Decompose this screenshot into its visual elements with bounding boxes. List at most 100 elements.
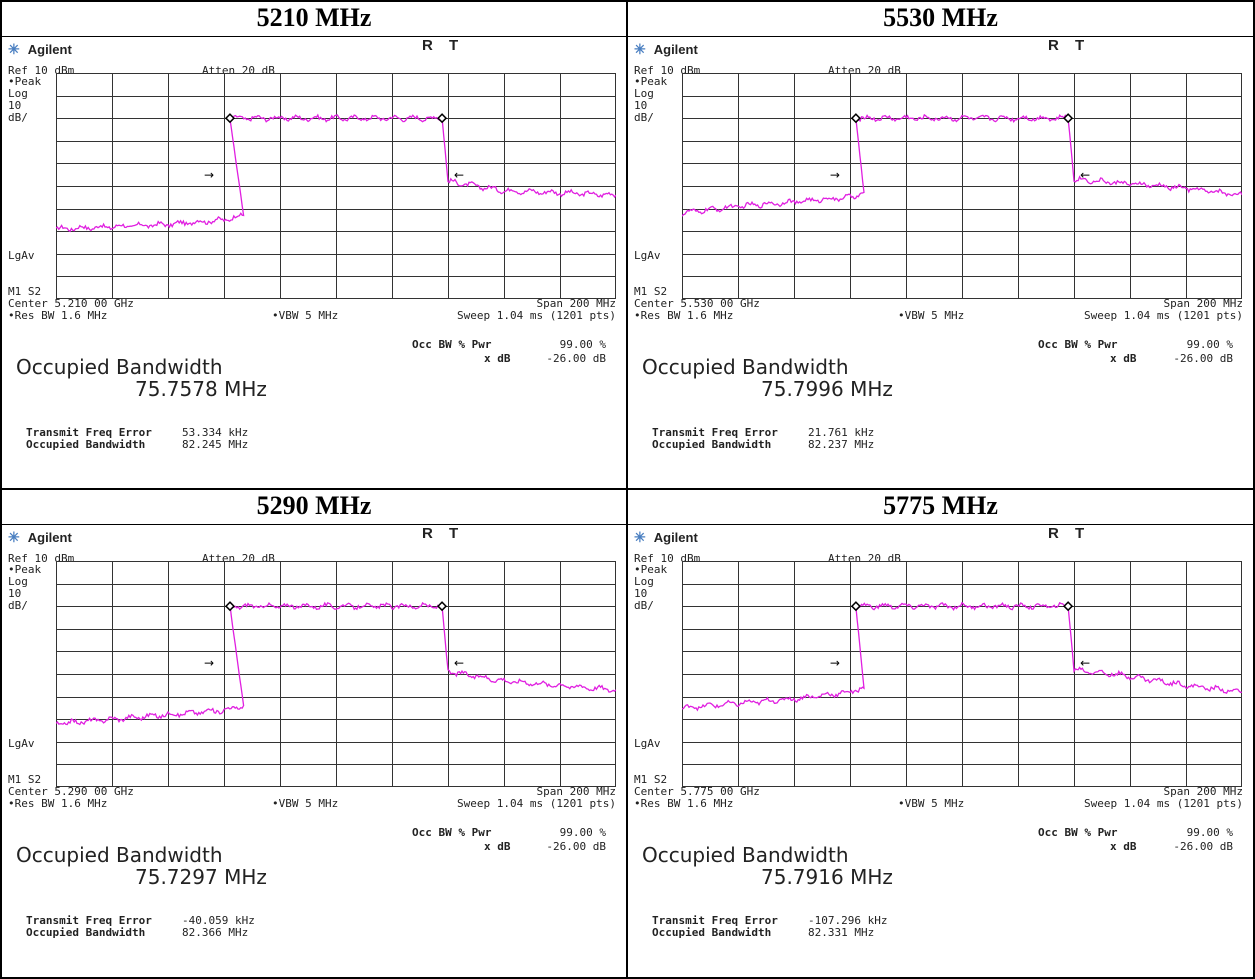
left-arrow-icon: ← — [1080, 168, 1090, 182]
spectrum-plot: → ← — [56, 73, 616, 299]
brand-label: ✳ Agilent — [8, 41, 72, 58]
scale-type-label: Log — [634, 575, 654, 588]
transmit-freq-error-value: 21.761 kHz — [808, 426, 875, 439]
spectrum-trace — [56, 601, 616, 726]
occupied-bandwidth-title: Occupied Bandwidth — [642, 355, 849, 379]
xdb-label: x dB — [1110, 352, 1137, 365]
marker-state-label: M1 S2 — [8, 285, 42, 298]
left-arrow-icon: ← — [1080, 656, 1090, 670]
analyzer-screen: ✳ Agilent R T Ref 10 dBm Atten 20 dB •Pea… — [628, 524, 1253, 977]
scale-type-label: Log — [8, 575, 28, 588]
center-freq-label: Center 5.210 00 GHz — [8, 297, 134, 310]
occupied-bandwidth-label: Occupied Bandwidth — [26, 926, 146, 939]
scale-num-label: 10 — [634, 99, 648, 112]
transmit-freq-error-label: Transmit Freq Error — [652, 426, 778, 439]
marker-state-label: M1 S2 — [634, 285, 668, 298]
center-freq-label: Center 5.290 00 GHz — [8, 785, 134, 798]
scale-unit-label: dB/ — [634, 111, 654, 124]
diamond-marker-icon — [850, 601, 861, 612]
occupied-bandwidth-label: Occupied Bandwidth — [652, 926, 772, 939]
occupied-bandwidth-value: 75.7297 MHz — [135, 865, 267, 889]
diamond-marker-icon — [224, 601, 236, 612]
scale-type-label: Log — [634, 87, 654, 100]
spectrum-plot: → ← — [56, 561, 616, 787]
scale-unit-label: dB/ — [8, 599, 28, 612]
xdb-label: x dB — [1110, 840, 1137, 853]
scale-num-label: 10 — [634, 587, 648, 600]
detector-label: •Peak — [634, 75, 668, 88]
occupied-bandwidth-measured: 82.245 MHz — [182, 438, 249, 451]
occ-pwr-label: Occ BW % Pwr — [412, 338, 492, 351]
occupied-bandwidth-value: 75.7916 MHz — [761, 865, 893, 889]
marker-state-label: M1 S2 — [8, 773, 42, 786]
status-indicator: R T — [422, 525, 465, 542]
status-indicator: R T — [1048, 37, 1091, 54]
spectrum-trace — [56, 113, 616, 233]
left-arrow-icon: ← — [454, 656, 464, 670]
panel-title: 5530 MHz — [883, 3, 998, 32]
diamond-marker-icon — [850, 113, 861, 124]
spectrum-panel: 5210 MHz ✳ Agilent R T Ref 10 dBm Atten 2… — [0, 0, 628, 490]
scale-type-label: Log — [8, 87, 28, 100]
spectrum-trace — [682, 601, 1242, 712]
occupied-bandwidth-measured: 82.331 MHz — [808, 926, 875, 939]
detector-label: •Peak — [8, 563, 42, 576]
occ-pwr-value: 99.00 % — [1186, 338, 1233, 351]
panel-title: 5210 MHz — [256, 3, 372, 32]
occ-pwr-label: Occ BW % Pwr — [1038, 826, 1118, 839]
analyzer-screen: ✳ Agilent R T Ref 10 dBm Atten 20 dB •Pea… — [2, 524, 626, 977]
brand-label: ✳ Agilent — [634, 41, 698, 58]
res-bw-label: •Res BW 1.6 MHz — [8, 797, 108, 810]
span-label: Span 200 MHz — [1163, 785, 1243, 798]
marker-state-label: M1 S2 — [634, 773, 668, 786]
scale-num-label: 10 — [8, 587, 22, 600]
diamond-marker-icon — [1063, 113, 1074, 124]
right-arrow-icon: → — [204, 656, 214, 670]
occ-pwr-value: 99.00 % — [559, 826, 606, 839]
xdb-value: -26.00 dB — [546, 840, 606, 853]
analyzer-screen: ✳ Agilent R T Ref 10 dBm Atten 20 dB •Pea… — [628, 36, 1253, 488]
starburst-icon: ✳ — [8, 41, 20, 57]
occupied-bandwidth-label: Occupied Bandwidth — [652, 438, 772, 451]
transmit-freq-error-value: 53.334 kHz — [182, 426, 249, 439]
average-label: LgAv — [8, 737, 35, 750]
brand-name: Agilent — [27, 42, 72, 57]
center-freq-label: Center 5.530 00 GHz — [634, 297, 760, 310]
transmit-freq-error-label: Transmit Freq Error — [26, 914, 152, 927]
xdb-value: -26.00 dB — [1173, 352, 1233, 365]
scale-unit-label: dB/ — [8, 111, 28, 124]
diamond-marker-icon — [436, 601, 448, 612]
center-freq-label: Center 5.775 00 GHz — [634, 785, 760, 798]
detector-label: •Peak — [8, 75, 42, 88]
scale-num-label: 10 — [8, 99, 22, 112]
average-label: LgAv — [8, 249, 35, 262]
right-arrow-icon: → — [830, 168, 840, 182]
vbw-label: •VBW 5 MHz — [272, 797, 339, 810]
brand-label: ✳ Agilent — [8, 529, 72, 546]
xdb-value: -26.00 dB — [1173, 840, 1233, 853]
transmit-freq-error-value: -107.296 kHz — [808, 914, 888, 927]
transmit-freq-error-label: Transmit Freq Error — [652, 914, 778, 927]
vbw-label: •VBW 5 MHz — [898, 309, 965, 322]
starburst-icon: ✳ — [634, 529, 646, 545]
xdb-label: x dB — [484, 840, 511, 853]
sweep-label: Sweep 1.04 ms (1201 pts) — [1084, 309, 1243, 322]
res-bw-label: •Res BW 1.6 MHz — [634, 309, 734, 322]
diamond-marker-icon — [437, 113, 448, 124]
occ-pwr-label: Occ BW % Pwr — [1038, 338, 1118, 351]
occupied-bandwidth-title: Occupied Bandwidth — [642, 843, 849, 867]
sweep-label: Sweep 1.04 ms (1201 pts) — [457, 309, 616, 322]
occ-pwr-label: Occ BW % Pwr — [412, 826, 492, 839]
xdb-label: x dB — [484, 352, 511, 365]
span-label: Span 200 MHz — [1163, 297, 1243, 310]
spectrum-trace — [682, 113, 1242, 217]
occupied-bandwidth-value: 75.7578 MHz — [135, 377, 267, 401]
occupied-bandwidth-measured: 82.237 MHz — [808, 438, 875, 451]
spectrum-panel: 5530 MHz ✳ Agilent R T Ref 10 dBm Atten 2… — [626, 0, 1255, 490]
occupied-bandwidth-measured: 82.366 MHz — [182, 926, 249, 939]
right-arrow-icon: → — [830, 656, 840, 670]
scale-unit-label: dB/ — [634, 599, 654, 612]
panel-title: 5775 MHz — [883, 491, 998, 520]
right-arrow-icon: → — [204, 168, 214, 182]
